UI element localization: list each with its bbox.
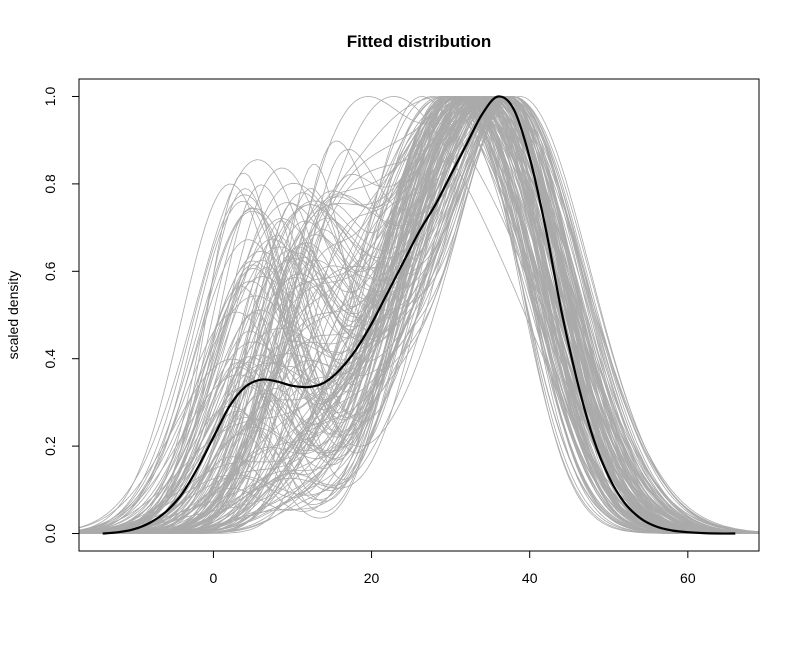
sample-curve <box>79 96 759 534</box>
sample-curve <box>79 96 759 534</box>
x-tick-label: 20 <box>364 570 380 586</box>
sample-curve <box>79 96 759 534</box>
sample-curve <box>79 96 759 534</box>
x-tick-label: 0 <box>210 570 218 586</box>
sample-curve <box>79 96 759 534</box>
sample-curve <box>79 96 759 534</box>
sample-curve <box>79 96 759 534</box>
sample-curve <box>79 96 759 534</box>
sample-curve <box>79 96 759 534</box>
sample-curve <box>79 96 759 534</box>
fitted-curve <box>102 95 736 535</box>
sample-curve <box>79 96 759 534</box>
sample-curve <box>79 96 759 534</box>
sample-curve <box>79 96 759 534</box>
sample-curve <box>79 96 759 534</box>
sample-curve <box>79 96 759 534</box>
sample-curve <box>79 96 759 534</box>
x-axis: 0 20 40 60 <box>210 550 696 586</box>
y-axis: 0.0 0.2 0.4 0.6 0.8 1.0 <box>42 87 80 544</box>
y-tick-label: 1.0 <box>42 87 58 107</box>
y-tick-label: 0.2 <box>42 436 58 456</box>
x-tick-label: 60 <box>680 570 696 586</box>
y-tick-label: 0.0 <box>42 524 58 544</box>
sample-curve <box>79 96 759 534</box>
chart-title: Fitted distribution <box>347 32 491 51</box>
fitted-curve-layer <box>102 95 736 535</box>
sample-curve <box>79 96 759 534</box>
y-tick-label: 0.4 <box>42 349 58 369</box>
sample-curve <box>79 96 759 534</box>
sample-curve <box>79 96 759 534</box>
sample-curves <box>79 96 759 534</box>
sample-curve <box>79 96 759 534</box>
sample-curve <box>79 96 759 534</box>
sample-curve <box>79 96 759 534</box>
x-tick-label: 40 <box>522 570 538 586</box>
sample-curve <box>79 96 759 534</box>
y-tick-label: 0.8 <box>42 174 58 194</box>
y-tick-label: 0.6 <box>42 261 58 281</box>
sample-curve <box>79 96 759 534</box>
y-axis-label: scaled density <box>5 271 21 360</box>
sample-curve <box>79 96 759 534</box>
sample-curve <box>79 96 759 534</box>
